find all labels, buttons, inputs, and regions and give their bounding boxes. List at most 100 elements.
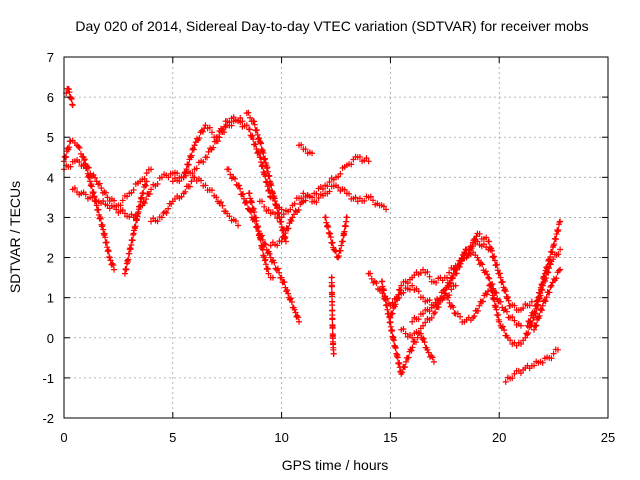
data-point: [409, 344, 416, 351]
data-point: [499, 323, 506, 330]
data-point: [258, 159, 265, 166]
data-point: [227, 171, 234, 178]
data-point: [337, 247, 344, 254]
data-point: [547, 283, 554, 290]
y-tick-label: 1: [47, 291, 54, 306]
data-point: [85, 164, 92, 171]
data-point: [128, 211, 135, 218]
data-point: [490, 254, 497, 261]
data-point: [221, 123, 228, 130]
data-point: [124, 193, 131, 200]
data-point: [449, 274, 456, 281]
data-point: [430, 358, 437, 365]
data-point: [494, 267, 501, 274]
data-point: [483, 234, 490, 241]
data-point: [474, 254, 481, 261]
data-point: [189, 170, 196, 177]
data-point: [425, 349, 432, 356]
data-point: [202, 182, 209, 189]
data-point: [274, 205, 281, 212]
y-tick-label: 2: [47, 251, 54, 266]
data-point: [408, 347, 415, 354]
data-point: [280, 233, 287, 240]
data-point: [501, 327, 508, 334]
data-point: [387, 314, 394, 321]
data-point: [380, 287, 387, 294]
data-point: [517, 370, 524, 377]
data-point: [420, 322, 427, 329]
data-point: [329, 302, 336, 309]
data-point: [548, 355, 555, 362]
data-point: [330, 350, 337, 357]
data-point: [288, 218, 295, 225]
data-point: [489, 287, 496, 294]
data-point: [278, 206, 285, 213]
data-point: [200, 158, 207, 165]
data-point: [272, 211, 279, 218]
data-point: [102, 189, 109, 196]
data-point: [539, 280, 546, 287]
data-marks: [61, 85, 564, 385]
data-point: [402, 358, 409, 365]
data-point: [95, 206, 102, 213]
data-point: [527, 318, 534, 325]
x-tick-label: 25: [601, 430, 615, 445]
data-point: [380, 203, 387, 210]
data-point: [182, 188, 189, 195]
data-point: [271, 195, 278, 202]
data-point: [163, 209, 170, 216]
data-point: [191, 142, 198, 149]
series-arc-20: [409, 238, 492, 325]
data-point: [454, 310, 461, 317]
data-point: [394, 295, 401, 302]
data-point: [543, 294, 550, 301]
x-tick-label: 0: [60, 430, 67, 445]
data-point: [309, 194, 316, 201]
data-point: [432, 299, 439, 306]
data-point: [536, 312, 543, 319]
data-point: [267, 242, 274, 249]
x-tick-label: 5: [169, 430, 176, 445]
data-point: [257, 154, 264, 161]
data-point: [367, 270, 374, 277]
data-point: [404, 280, 411, 287]
data-point: [395, 291, 402, 298]
data-point: [298, 195, 305, 202]
data-point: [547, 261, 554, 268]
data-point: [97, 215, 104, 222]
data-point: [460, 255, 467, 262]
data-point: [426, 297, 433, 304]
plot-frame: [63, 56, 609, 419]
data-point: [546, 257, 553, 264]
data-point: [217, 199, 224, 206]
data-point: [392, 301, 399, 308]
data-point: [208, 129, 215, 136]
data-point: [525, 329, 532, 336]
data-point: [266, 172, 273, 179]
data-point: [158, 174, 165, 181]
data-point: [236, 182, 243, 189]
data-point: [237, 185, 244, 192]
data-point: [298, 141, 305, 148]
series-arc-13: [296, 141, 316, 157]
data-point: [484, 271, 491, 278]
data-point: [96, 180, 103, 187]
data-point: [491, 257, 498, 264]
data-point: [511, 317, 518, 324]
data-point: [208, 187, 215, 194]
data-point: [426, 308, 433, 315]
data-point: [246, 126, 253, 133]
data-point: [154, 181, 161, 188]
data-point: [295, 207, 302, 214]
data-point: [296, 318, 303, 325]
data-point: [180, 174, 187, 181]
data-point: [165, 205, 172, 212]
data-point: [203, 154, 210, 161]
grid-lines: [64, 57, 608, 418]
data-point: [119, 197, 126, 204]
axis-ticks: 0 5 10 15 20 25 -2 -1 0 1 2 3 4 5 6 7: [42, 50, 615, 445]
data-point: [475, 307, 482, 314]
y-tick-label: -1: [42, 371, 54, 386]
data-point: [457, 260, 464, 267]
data-point: [82, 191, 89, 198]
